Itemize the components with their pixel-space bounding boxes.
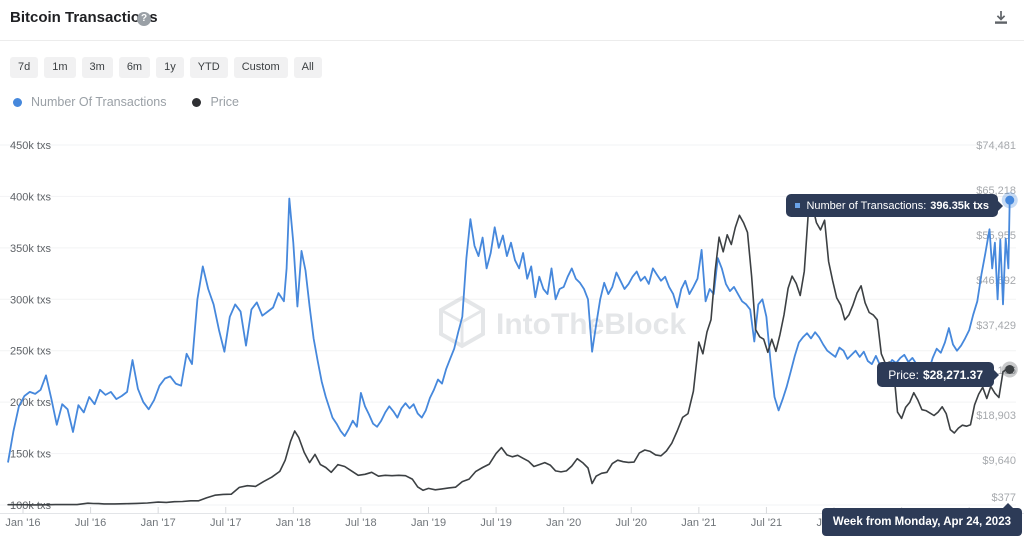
price-end-marker bbox=[1005, 364, 1015, 374]
y-left-label: 150k txs bbox=[10, 449, 51, 461]
range-button-custom[interactable]: Custom bbox=[233, 57, 288, 78]
x-axis-label: Jan '20 bbox=[546, 517, 581, 529]
transactions-line bbox=[7, 197, 1011, 463]
y-right-label: $377 bbox=[992, 492, 1016, 504]
legend-label: Price bbox=[210, 95, 239, 109]
x-axis-label: Jan '21 bbox=[681, 517, 716, 529]
range-button-3m[interactable]: 3m bbox=[81, 57, 113, 78]
chart-legend: Number Of Transactions Price bbox=[13, 94, 239, 110]
date-badge: Week from Monday, Apr 24, 2023 bbox=[821, 503, 1022, 536]
y-right-label: $9,640 bbox=[982, 455, 1016, 467]
x-axis-label: Jan '18 bbox=[276, 517, 311, 529]
transactions-tooltip: Number of Transactions: 396.35k txs bbox=[786, 194, 998, 217]
y-right-label: $18,903 bbox=[976, 410, 1016, 422]
legend-label: Number Of Transactions bbox=[31, 95, 167, 109]
y-right-label: $74,481 bbox=[976, 140, 1016, 152]
range-selector: 7d 1m 3m 6m 1y YTD Custom All bbox=[10, 57, 322, 78]
tooltip-value: $28,271.37 bbox=[922, 367, 983, 382]
x-axis-label: Jul '19 bbox=[480, 517, 511, 529]
x-axis-label: Jan '19 bbox=[411, 517, 446, 529]
range-button-7d[interactable]: 7d bbox=[10, 57, 39, 78]
legend-dot bbox=[192, 97, 202, 107]
x-axis-label: Jan '17 bbox=[141, 517, 176, 529]
y-left-label: 250k txs bbox=[10, 346, 51, 358]
help-icon[interactable]: ? bbox=[137, 12, 151, 26]
y-left-label: 100k txs bbox=[10, 500, 51, 512]
x-axis-label: Jul '20 bbox=[616, 517, 647, 529]
x-axis-label: Jul '16 bbox=[75, 517, 106, 529]
range-button-6m[interactable]: 6m bbox=[118, 57, 151, 78]
y-left-label: 350k txs bbox=[10, 243, 51, 255]
x-axis-label: Jul '21 bbox=[751, 517, 782, 529]
transactions-end-marker bbox=[1005, 195, 1015, 205]
y-left-label: 450k txs bbox=[10, 140, 51, 152]
y-right-label: $55,955 bbox=[976, 230, 1016, 242]
range-button-all[interactable]: All bbox=[293, 57, 322, 78]
page-title: Bitcoin Transactions bbox=[10, 9, 158, 26]
tooltip-label: Price: bbox=[888, 367, 919, 382]
tooltip-series-bullet bbox=[795, 203, 801, 208]
x-axis-label: Jan '16 bbox=[5, 517, 40, 529]
watermark-logo-icon bbox=[439, 295, 485, 349]
range-button-1y[interactable]: 1y bbox=[156, 57, 184, 78]
download-icon[interactable] bbox=[992, 9, 1010, 27]
intotheblock-watermark: IntoTheBlock bbox=[439, 295, 686, 349]
range-button-ytd[interactable]: YTD bbox=[189, 57, 228, 78]
header-divider bbox=[0, 40, 1024, 41]
y-left-label: 400k txs bbox=[10, 191, 51, 203]
price-tooltip: Price: $28,271.37 bbox=[877, 362, 994, 387]
range-button-1m[interactable]: 1m bbox=[44, 57, 76, 78]
y-left-label: 300k txs bbox=[10, 294, 51, 306]
legend-item-price[interactable]: Price bbox=[192, 95, 239, 109]
tooltip-value: 396.35k txs bbox=[930, 199, 989, 212]
x-axis-label: Jul '17 bbox=[210, 517, 241, 529]
y-left-label: 200k txs bbox=[10, 397, 51, 409]
legend-item-transactions[interactable]: Number Of Transactions bbox=[13, 95, 166, 109]
legend-dot bbox=[13, 97, 22, 107]
y-right-label: $37,429 bbox=[976, 320, 1016, 332]
x-axis-label: Jul '18 bbox=[345, 517, 376, 529]
tooltip-label: Number of Transactions: bbox=[806, 199, 927, 212]
